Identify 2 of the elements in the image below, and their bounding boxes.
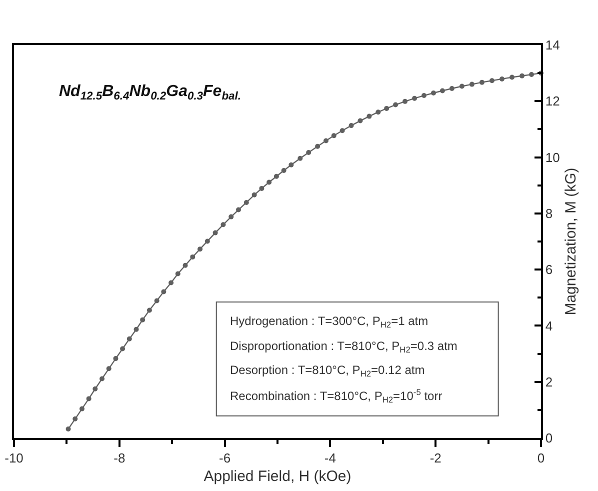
x-tick-label: -10 — [4, 450, 24, 466]
y-tick-label: 14 — [545, 38, 560, 53]
